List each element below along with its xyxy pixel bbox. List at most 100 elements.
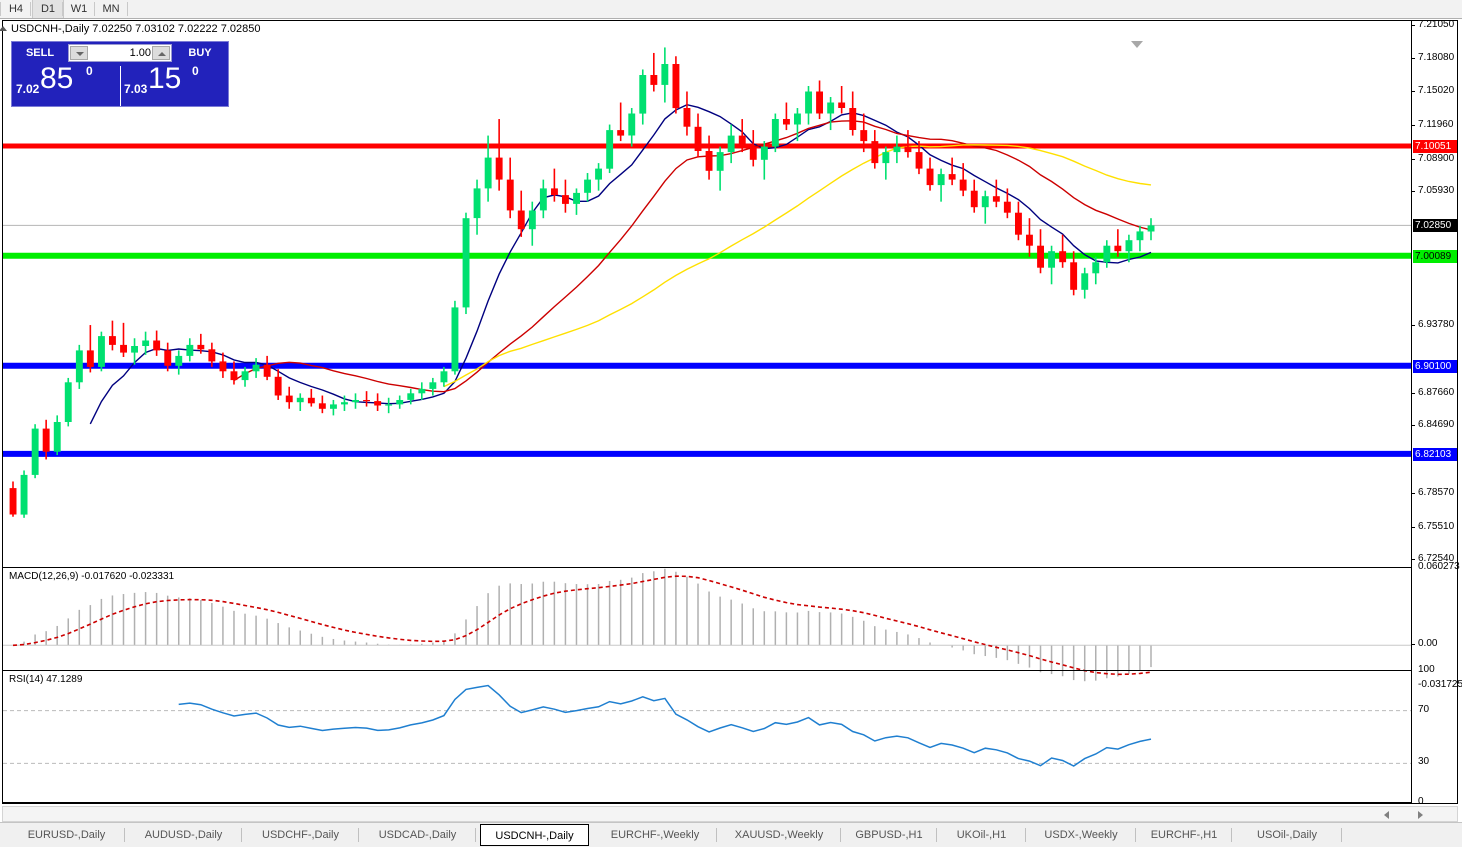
symbol-tab-gbpusd[interactable]: GBPUSD-,H1 — [855, 829, 923, 841]
resistance-level-tag[interactable]: 7.10051 — [1413, 140, 1457, 154]
tab-separator — [1025, 828, 1026, 842]
price-axis-tick — [1412, 425, 1415, 427]
current-price-tag[interactable]: 7.02850 — [1413, 219, 1457, 233]
support-level-tag-3[interactable]: 6.82103 — [1413, 447, 1457, 461]
symbol-tab-usdcnh[interactable]: USDCNH-,Daily — [480, 824, 589, 846]
price-axis-tick — [1412, 392, 1415, 394]
symbol-tab-xauusd[interactable]: XAUUSD-,Weekly — [734, 829, 824, 841]
price-axis-tick — [1412, 158, 1415, 160]
buy-quote[interactable]: 7.03 15 0 — [122, 62, 228, 106]
scroll-left-button[interactable] — [1381, 809, 1392, 820]
price-axis-tick — [1412, 124, 1415, 126]
price-axis-label: 6.75510 — [1418, 520, 1455, 532]
sell-button[interactable]: SELL — [25, 47, 55, 59]
price-axis-tick — [1412, 492, 1415, 494]
timeframe-button-w1[interactable]: W1 — [70, 3, 88, 15]
toolbar-separator — [62, 2, 63, 16]
tab-separator — [475, 828, 476, 842]
price-axis-label: 7.05930 — [1418, 185, 1455, 197]
moving-average-line-2 — [443, 144, 1152, 388]
chart-title-text: USDCNH-,Daily 7.02250 7.03102 7.02222 7.… — [11, 23, 261, 35]
timeframe-button-d1[interactable]: D1 — [32, 0, 64, 18]
volume-value[interactable]: 1.00 — [91, 46, 151, 60]
tab-separator — [1231, 828, 1232, 842]
support-level-tag[interactable]: 7.00089 — [1413, 249, 1457, 263]
chart-top-marker-icon — [1131, 41, 1143, 48]
price-axis-label: 7.21050 — [1418, 18, 1455, 30]
price-axis-label: 6.93780 — [1418, 319, 1455, 331]
chevron-up-icon — [158, 52, 166, 56]
toolbar-separator — [30, 2, 31, 16]
symbol-tab-usdx[interactable]: USDX-,Weekly — [1044, 829, 1118, 841]
price-axis-label: 6.72540 — [1418, 553, 1455, 565]
timeframe-button-mn[interactable]: MN — [102, 3, 120, 15]
tab-separator — [358, 828, 359, 842]
timeframe-button-h4[interactable]: H4 — [8, 3, 24, 15]
tab-separator — [716, 828, 717, 842]
timeframe-toolbar: H4 D1 W1 MN — [0, 0, 1462, 19]
moving-average-line-0 — [89, 103, 1152, 425]
volume-stepper[interactable]: 1.00 — [68, 44, 172, 62]
symbol-tab-usdchf[interactable]: USDCHF-,Daily — [262, 829, 339, 841]
price-axis-label: 6.78570 — [1418, 486, 1455, 498]
price-axis-label: 7.11960 — [1418, 118, 1454, 130]
price-axis-tick — [1412, 91, 1415, 93]
symbol-tab-usdcad[interactable]: USDCAD-,Daily — [378, 829, 457, 841]
rsi-axis-label: 0 — [1418, 796, 1424, 807]
toolbar-separator — [0, 2, 1, 16]
rsi-line — [178, 684, 1152, 767]
price-axis-tick — [1412, 57, 1415, 59]
macd-indicator-pane[interactable]: MACD(12,26,9) -0.017620 -0.023331 — [3, 567, 1411, 686]
symbol-tab-bar[interactable]: EURUSD-,Daily AUDUSD-,Daily USDCHF-,Daily U… — [0, 822, 1462, 847]
buy-price-prefix: 7.03 — [124, 82, 148, 96]
rsi-axis-label: 30 — [1418, 756, 1430, 768]
buy-button[interactable]: BUY — [188, 47, 212, 59]
rsi-axis-label: 70 — [1418, 703, 1430, 715]
price-chart-pane[interactable] — [3, 21, 1411, 563]
macd-histogram — [23, 568, 1152, 682]
buy-price-big: 15 — [148, 62, 182, 95]
rsi-indicator-pane[interactable]: RSI(14) 47.1289 — [3, 670, 1411, 803]
triangle-up-icon[interactable] — [0, 26, 7, 31]
macd-axis-tick — [1412, 644, 1415, 646]
macd-axis-label: -0.031725 — [1418, 679, 1462, 690]
toolbar-separator — [94, 2, 95, 16]
symbol-tab-ukoil[interactable]: UKOil-,H1 — [956, 829, 1007, 841]
symbol-tab-eurchf[interactable]: EURCHF-,H1 — [1150, 829, 1218, 841]
symbol-tab-eurusd[interactable]: EURUSD-,Daily — [27, 829, 106, 841]
volume-decrease-button[interactable] — [70, 46, 88, 60]
tab-separator — [1341, 828, 1342, 842]
triangle-left-icon — [1384, 811, 1389, 819]
triangle-right-icon — [1418, 811, 1423, 819]
tab-separator — [840, 828, 841, 842]
sell-price-big: 85 — [40, 62, 74, 95]
price-axis-label: 7.18080 — [1418, 51, 1455, 63]
tab-separator — [1135, 828, 1136, 842]
sell-quote[interactable]: 7.02 85 0 — [14, 62, 120, 106]
chart-title: USDCNH-,Daily 7.02250 7.03102 7.02222 7.… — [0, 23, 261, 35]
buy-price-superscript: 0 — [192, 64, 199, 78]
chevron-down-icon — [76, 52, 84, 56]
scroll-right-button[interactable] — [1415, 809, 1426, 820]
macd-axis-label: 0.00 — [1418, 638, 1438, 650]
volume-increase-button[interactable] — [152, 46, 170, 60]
rsi-axis-label: 100 — [1418, 664, 1435, 675]
macd-signal-line — [12, 575, 1152, 676]
symbol-tab-usoil[interactable]: USOil-,Daily — [1257, 829, 1317, 841]
symbol-tab-eurchf[interactable]: EURCHF-,Weekly — [610, 829, 700, 841]
price-axis-label: 6.87660 — [1418, 386, 1455, 398]
quote-divider — [120, 66, 121, 106]
one-click-trading-panel[interactable]: SELL 1.00 BUY 7.02 85 0 7.03 15 0 — [11, 41, 229, 107]
macd-axis-label: 0.060273 — [1418, 561, 1460, 572]
tab-separator — [124, 828, 125, 842]
horizontal-scrollbar[interactable] — [2, 806, 1458, 822]
price-axis-tick — [1412, 559, 1415, 561]
chart-window: MACD(12,26,9) -0.017620 -0.023331 RSI(14… — [0, 18, 1462, 818]
support-level-tag-2[interactable]: 6.90100 — [1413, 359, 1457, 373]
price-axis-label: 7.15020 — [1418, 85, 1455, 97]
price-axis[interactable]: 7.21050 7.18080 7.15020 7.11960 7.08900 7.059… — [1411, 18, 1462, 807]
moving-average-line-1 — [233, 120, 1152, 393]
toolbar-separator — [127, 2, 128, 16]
sell-price-superscript: 0 — [86, 64, 93, 78]
symbol-tab-audusd[interactable]: AUDUSD-,Daily — [144, 829, 223, 841]
